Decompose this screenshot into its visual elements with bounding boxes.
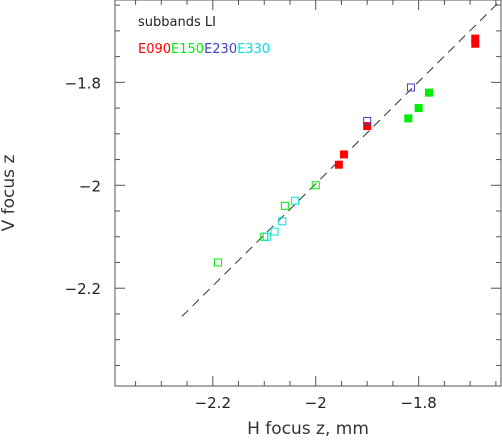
data-point-e090	[340, 150, 349, 159]
x-tick-label: −2.2	[195, 394, 231, 412]
data-point-e230	[363, 116, 372, 125]
data-point-e150	[404, 114, 413, 123]
legend-entry-e330: E330	[237, 42, 270, 57]
plot-frame	[114, 0, 502, 387]
legend-entry-e150: E150	[171, 42, 204, 57]
y-tick-label: −2.2	[65, 280, 101, 298]
legend-entries: E090E150E230E330	[138, 42, 270, 57]
data-point-e330	[270, 227, 279, 236]
data-point-e150	[213, 258, 222, 267]
legend-entry-e090: E090	[138, 42, 171, 57]
data-point-e090	[334, 160, 343, 169]
x-tick-label: −2	[305, 394, 327, 412]
data-point-e150	[280, 201, 289, 210]
data-point-e090	[363, 122, 372, 131]
data-point-e150	[424, 88, 433, 97]
x-tick-label: −1.8	[400, 394, 436, 412]
x-axis-title: H focus z, mm	[247, 419, 369, 439]
data-point-e230	[406, 83, 415, 92]
data-point-e150	[414, 104, 423, 113]
data-point-e330	[291, 196, 300, 205]
tick-labels: −2.2 −2 −1.8 −2.2 −2 −1.8	[65, 74, 437, 412]
y-axis-title: V focus z	[0, 155, 19, 232]
legend-title: subbands LI	[138, 15, 216, 30]
y-tick-label: −2	[79, 177, 101, 195]
legend-entry-e230: E230	[204, 42, 237, 57]
legend: subbands LI E090E150E230E330	[138, 15, 270, 57]
y-tick-label: −1.8	[65, 74, 101, 92]
data-point-e090	[471, 39, 480, 48]
data-point-e150	[311, 181, 320, 190]
axis-ticks	[115, 0, 501, 386]
data-points	[213, 34, 480, 267]
data-point-e330	[278, 217, 287, 226]
data-point-e330	[262, 232, 271, 241]
